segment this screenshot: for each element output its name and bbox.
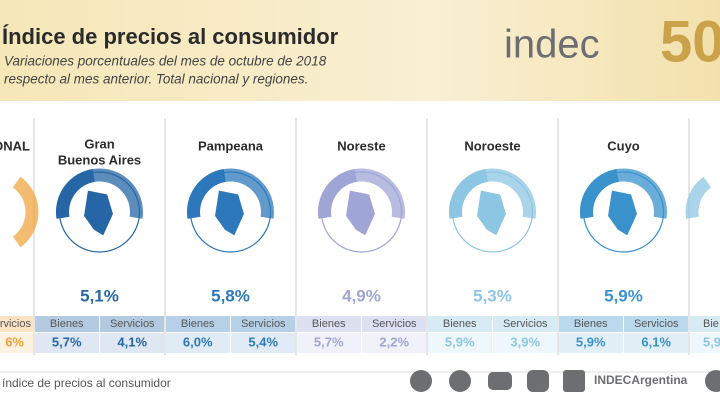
footer-text: índice de precios al consumidor	[2, 376, 171, 390]
donut-arc-dark	[580, 169, 620, 219]
icon-youtube[interactable]	[488, 372, 512, 390]
donut-arc-dark	[318, 169, 358, 219]
services-value: 6,1%	[641, 334, 671, 349]
goods-value: 5,7%	[52, 334, 82, 349]
region-map	[213, 189, 246, 237]
goods-label: Bienes	[50, 318, 84, 330]
region-map	[475, 189, 508, 237]
logo-number: 50	[660, 9, 720, 74]
services-value: 6%	[5, 334, 24, 349]
goods-value: 5,7%	[314, 334, 344, 349]
services-value: 5,4%	[248, 334, 278, 349]
services-label: rvicios	[0, 318, 31, 330]
subtitle: respecto al mes anterior. Total nacional…	[4, 72, 308, 87]
region-name: Pampeana	[198, 138, 264, 153]
services-label: Servicios	[634, 318, 679, 330]
title: Índice de precios al consumidor	[2, 24, 339, 49]
goods-value: 6,0%	[183, 334, 213, 349]
footer-handle: INDECArgentina	[594, 373, 688, 387]
region-value: 5,1%	[80, 286, 119, 305]
donut-arc	[685, 176, 712, 219]
header-band	[0, 0, 720, 101]
region-value: 4,9%	[342, 286, 381, 305]
region-value: 5,3%	[473, 286, 512, 305]
region-map	[344, 189, 377, 237]
goods-value: 5,9	[703, 334, 720, 349]
value-row	[690, 333, 720, 353]
services-value: 2,2%	[379, 334, 409, 349]
icon-twitter[interactable]	[410, 370, 432, 392]
label-row	[0, 316, 33, 332]
icon-web[interactable]	[705, 370, 720, 392]
region-value: 5,9%	[604, 286, 643, 305]
goods-label: Bienes	[443, 318, 477, 330]
services-label: Servicios	[110, 318, 155, 330]
goods-value: 5,9%	[445, 334, 475, 349]
donut-arc	[12, 176, 39, 248]
icon-facebook[interactable]	[449, 370, 471, 392]
goods-label: Bienes	[181, 318, 215, 330]
region-name: Noroeste	[464, 138, 520, 153]
value-row	[0, 333, 33, 353]
region-map	[82, 189, 115, 237]
icon-linkedin[interactable]	[563, 370, 585, 392]
region-name: Buenos Aires	[58, 152, 141, 167]
logo: indec	[504, 23, 600, 67]
region-name: Noreste	[337, 138, 385, 153]
goods-label: Bienes	[312, 318, 346, 330]
goods-value: 5,9%	[576, 334, 606, 349]
donut-arc-dark	[187, 169, 227, 219]
donut-arc-dark	[449, 169, 489, 219]
services-value: 3,9%	[510, 334, 540, 349]
icon-instagram[interactable]	[527, 370, 549, 392]
services-label: Servicios	[372, 318, 417, 330]
label-row	[690, 316, 720, 332]
region-value: 5,8%	[211, 286, 250, 305]
goods-label: Bienes	[574, 318, 608, 330]
donut-arc-dark	[56, 169, 96, 219]
region-name: Gran	[84, 136, 114, 151]
goods-label: Bie	[703, 318, 719, 330]
region-map	[606, 189, 639, 237]
services-label: Servicios	[241, 318, 286, 330]
services-value: 4,1%	[117, 334, 147, 349]
services-label: Servicios	[503, 318, 548, 330]
social-icons	[410, 370, 720, 392]
subtitle: Variaciones porcentuales del mes de octu…	[4, 54, 327, 69]
region-name: Cuyo	[607, 138, 640, 153]
region-name: ONAL	[0, 138, 30, 153]
